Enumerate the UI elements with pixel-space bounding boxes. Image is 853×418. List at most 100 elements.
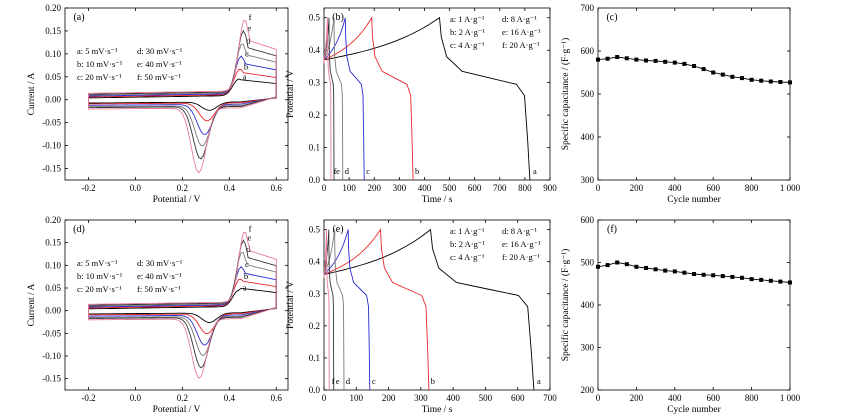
capacitance-point [663, 268, 668, 273]
y-tick-label: 0.05 [45, 283, 61, 293]
panel-label: (d) [73, 224, 85, 235]
legend-entry: c: 20 mV·s⁻¹ [77, 284, 122, 294]
panel-label: (f) [607, 224, 617, 235]
capacitance-point [653, 58, 658, 63]
x-tick-label: 0 [322, 183, 327, 193]
y-tick-label: 300 [581, 343, 595, 353]
x-tick-label: 500 [443, 183, 457, 193]
x-tick-label: 0.6 [271, 183, 283, 193]
x-axis-label: Time / s [422, 405, 453, 415]
x-tick-label: 1 000 [780, 393, 801, 403]
curve-label-b: b [244, 61, 248, 71]
y-tick-label: -0.05 [42, 118, 61, 128]
y-tick-label: -0.05 [42, 328, 61, 338]
y-tick-label: 0.3 [309, 78, 321, 88]
panel-c: 0 200 400 600 800 1 000 300 400 500 600 700 Cycle n… [560, 3, 801, 205]
x-tick-label: -0.2 [81, 183, 95, 193]
capacitance-point [740, 275, 744, 280]
x-axis-label: Cycle number [667, 195, 721, 205]
y-tick-label: 0.3 [309, 289, 321, 299]
capacitance-point [624, 262, 629, 267]
legend-entry: a: 1 A·g⁻¹ [450, 226, 485, 236]
x-tick-label: 0.4 [224, 183, 236, 193]
capacitance-point [615, 55, 620, 59]
capacitance-point [768, 278, 773, 283]
x-tick-label: 800 [518, 183, 532, 193]
gcd-curve-a [323, 16, 531, 181]
capacitance-point [730, 274, 735, 279]
capacitance-point [768, 79, 773, 84]
x-tick-label: 100 [342, 183, 356, 193]
x-tick-label: 500 [479, 393, 493, 403]
panel-e: 0 100 200 300 400 500 600 700 0.0 0.1 0.2 0.3 0.4 0.5… [286, 219, 557, 415]
x-tick-label: 0.2 [177, 393, 188, 403]
y-tick-label: 0.2 [309, 321, 320, 331]
curve-label-a: a [243, 71, 247, 81]
x-tick-label: 200 [630, 183, 644, 193]
panel-label: (b) [332, 12, 344, 23]
x-tick-label: 800 [745, 183, 759, 193]
x-tick-label: 400 [668, 183, 682, 193]
curve-label-b: b [244, 271, 248, 281]
capacitance-point [720, 72, 725, 77]
capacitance-point [644, 58, 648, 63]
legend-entry: f: 50 mV·s⁻¹ [137, 284, 181, 294]
panel-b: 0 100 200 300 400 500 600 700 800 900 0.0 0.1 0.2 0.3… [286, 7, 557, 205]
curve-label-a: a [243, 283, 247, 293]
plot-frame [64, 219, 289, 391]
x-tick-label: 0 [596, 393, 601, 403]
legend-entry: f: 50 mV·s⁻¹ [137, 72, 181, 82]
y-axis-label: Potential / V [286, 281, 296, 329]
curve-label-e: e [247, 23, 251, 33]
y-tick-label: 0.5 [309, 225, 321, 235]
capacitance-point [778, 279, 783, 284]
curve-label-d: d [246, 244, 251, 254]
capacitance-point [624, 56, 629, 61]
end-label-c: c [372, 376, 376, 386]
capacitance-point [711, 273, 716, 278]
panel-d: -0.2 0.0 0.2 0.4 0.6 -0.15 -0.10 -0.05 0.00 0.05 0… [27, 215, 289, 415]
legend-entry: e: 16 A·g⁻¹ [502, 239, 541, 249]
gcd-curve-a [323, 228, 535, 391]
capacitance-point [596, 264, 600, 269]
panel-label: (e) [332, 224, 343, 235]
capacitance-point [720, 274, 725, 279]
x-tick-label: 400 [668, 393, 682, 403]
x-tick-label: 400 [446, 393, 460, 403]
capacitance-point [605, 56, 610, 61]
y-tick-label: 500 [581, 258, 595, 268]
end-label-e: e [336, 376, 340, 386]
y-tick-label: 0.4 [309, 45, 321, 55]
panel-label: (c) [606, 12, 617, 23]
plot-frame [323, 219, 551, 391]
y-tick-label: 0.10 [45, 260, 61, 270]
y-tick-label: 0.05 [45, 72, 61, 82]
end-label-d: d [346, 376, 351, 386]
y-tick-label: 0.00 [45, 95, 61, 105]
legend-entry: b: 10 mV·s⁻¹ [77, 59, 123, 69]
y-tick-label: -0.15 [42, 164, 61, 174]
x-tick-label: 700 [543, 393, 557, 403]
capacitance-point [605, 263, 610, 268]
capacitance-point [749, 277, 754, 282]
capacitance-point [701, 67, 706, 72]
panel-a: -0.2 0.0 0.2 0.4 0.6 -0.15 -0.10 -0.05 0.00 0.05 0… [27, 3, 289, 205]
y-tick-label: 0.5 [309, 13, 321, 23]
legend-entry: a: 5 mV·s⁻¹ [77, 46, 118, 56]
y-axis-label: Potential / V [286, 70, 296, 118]
capacitance-point [634, 57, 639, 62]
gcd-curve-c [323, 229, 371, 391]
end-label-a: a [537, 376, 541, 386]
x-tick-label: 1 000 [780, 183, 801, 193]
capacitance-point [759, 277, 764, 282]
y-tick-label: 600 [581, 46, 595, 56]
x-tick-label: 600 [468, 183, 482, 193]
gcd-curve-f [323, 17, 332, 181]
panel-label: (a) [73, 12, 84, 23]
x-tick-label: 0 [322, 393, 327, 403]
end-label-c: c [366, 166, 370, 176]
y-tick-label: 700 [581, 3, 595, 13]
legend-entry: e: 40 mV·s⁻¹ [137, 271, 182, 281]
y-axis-label: Current / A [27, 283, 37, 326]
